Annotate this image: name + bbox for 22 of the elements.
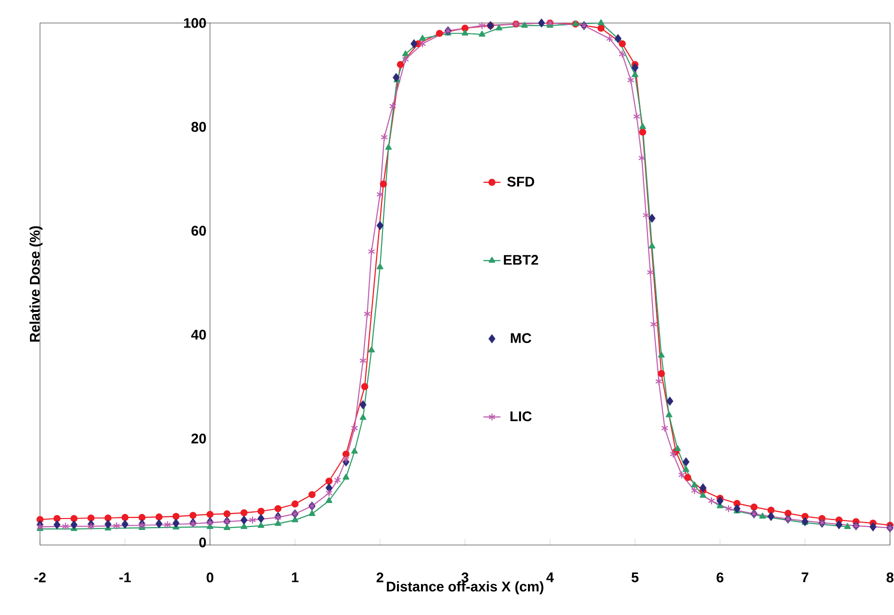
x-tick-label: 4 [546, 572, 554, 582]
y-tick-label: 20 [191, 434, 206, 444]
x-tick-label: 8 [886, 572, 894, 582]
x-tick-label: 6 [716, 572, 724, 582]
legend-label: EBT2 [504, 254, 538, 265]
y-tick-label: 60 [191, 226, 206, 236]
legend-label: SFD [507, 176, 534, 187]
x-tick-label: 5 [632, 572, 639, 582]
x-tick-label: 2 [376, 572, 384, 582]
x-axis-title: Distance off-axis X (cm) [386, 581, 544, 594]
x-tick-label: 7 [802, 572, 808, 582]
legend-label: MC [510, 333, 532, 344]
y-axis-title: Relative Dose (%) [29, 226, 42, 342]
y-tick-label: 80 [191, 122, 206, 132]
y-tick-label: 0 [199, 537, 206, 548]
x-tick-label: 1 [292, 572, 298, 582]
x-tick-label: 0 [206, 572, 214, 582]
y-tick-label: 40 [191, 330, 206, 340]
y-tick-label: 100 [184, 18, 206, 28]
legend-label: LIC [510, 411, 532, 422]
x-tick-label: -2 [34, 572, 46, 582]
x-tick-label: -1 [119, 572, 131, 582]
